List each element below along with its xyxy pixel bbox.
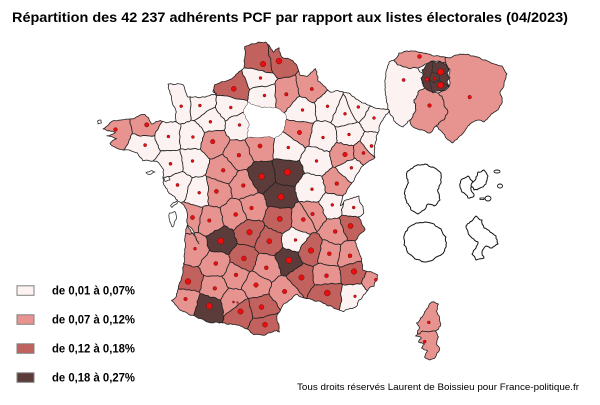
svg-text:de 0,12 à 0,18%: de 0,12 à 0,18%: [52, 343, 135, 355]
svg-text:de 0,18 à 0,27%: de 0,18 à 0,27%: [52, 372, 135, 384]
svg-text:de 0,01 à 0,07%: de 0,01 à 0,07%: [52, 285, 135, 297]
svg-text:de 0,07 à 0,12%: de 0,07 à 0,12%: [52, 314, 135, 326]
svg-text:Répartition des 42 237 adhéren: Répartition des 42 237 adhérents PCF par…: [12, 10, 568, 25]
svg-text:Tous droits réservés Laurent d: Tous droits réservés Laurent de Boissieu…: [297, 382, 579, 393]
